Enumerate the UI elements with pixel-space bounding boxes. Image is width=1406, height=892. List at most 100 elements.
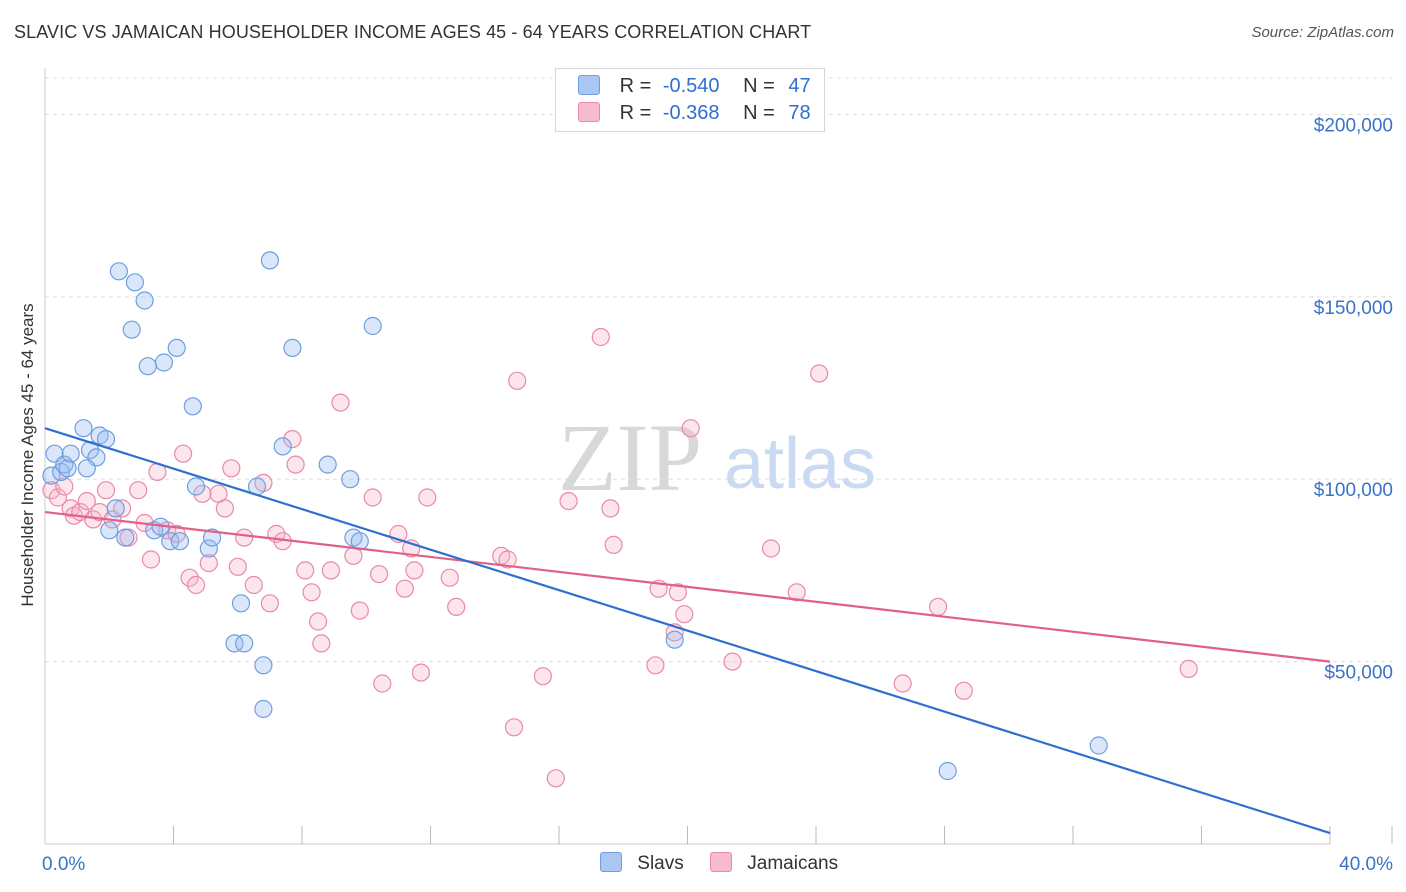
jamaicans-point xyxy=(954,681,973,700)
slavs-point xyxy=(125,273,144,292)
jamaicans-point xyxy=(309,612,328,631)
jamaicans-point xyxy=(96,481,116,500)
bottom-legend-slavs: Slavs xyxy=(600,852,684,875)
legend-n-value-slavs: 47 xyxy=(788,75,811,97)
x-tick-label-max: 40.0% xyxy=(1339,854,1393,875)
legend-swatch-jamaicans xyxy=(578,102,600,122)
slavs-point xyxy=(283,338,302,357)
legend-row-slavs: R = -0.540 N = 47 xyxy=(578,75,811,101)
chart-source: Source: ZipAtlas.com xyxy=(1251,24,1394,41)
jamaicans-point xyxy=(186,575,206,595)
jamaicans-point xyxy=(761,539,781,558)
y-tick-label: $200,000 xyxy=(1314,115,1393,136)
jamaicans-point xyxy=(222,459,241,478)
slavs-point xyxy=(74,419,93,438)
jamaicans-point xyxy=(77,492,96,511)
slavs-point xyxy=(186,477,206,496)
jamaicans-point xyxy=(312,634,331,653)
watermark-atlas: atlas xyxy=(724,424,876,504)
slavs-point xyxy=(225,634,244,653)
jamaicans-point xyxy=(395,579,414,598)
legend-n-value-jamaicans: 78 xyxy=(788,102,811,124)
jamaicans-point xyxy=(363,488,382,507)
jamaicans-point xyxy=(373,674,392,693)
legend-r-value-jamaicans: -0.368 xyxy=(662,102,720,124)
x-tick-label-min: 0.0% xyxy=(42,854,85,875)
jamaicans-point xyxy=(787,583,806,602)
legend-r-label: R = xyxy=(619,102,652,124)
jamaicans-point xyxy=(350,601,369,620)
jamaicans-point xyxy=(604,535,623,555)
y-tick-label: $100,000 xyxy=(1314,480,1393,501)
jamaicans-point xyxy=(681,419,700,438)
jamaicans-point xyxy=(723,652,742,671)
grid-lines xyxy=(45,77,1392,663)
slavs-point xyxy=(363,316,382,336)
slavs-point xyxy=(254,656,273,675)
y-axis-label: Householder Income Ages 45 - 64 years xyxy=(18,303,37,606)
slavs-point xyxy=(183,397,202,416)
slavs-point xyxy=(42,466,61,485)
slavs-point xyxy=(231,594,251,613)
jamaicans-point xyxy=(447,597,466,617)
jamaicans-point xyxy=(591,327,610,347)
jamaicans-points xyxy=(42,327,1198,788)
legend-n-label: N = xyxy=(743,75,775,97)
slavs-point xyxy=(938,761,957,781)
slavs-point xyxy=(1089,736,1108,755)
slavs-point xyxy=(341,470,360,489)
slavs-point xyxy=(77,459,96,478)
jamaicans-point xyxy=(893,674,912,693)
jamaicans-point xyxy=(418,488,437,507)
watermark-zip: ZIP xyxy=(558,404,702,511)
jamaicans-point xyxy=(228,557,247,576)
slavs-trend-line xyxy=(44,427,1331,835)
jamaicans-point xyxy=(411,663,430,682)
jamaicans-point xyxy=(235,528,254,547)
bottom-legend-swatch-jamaicans xyxy=(710,852,732,872)
slavs-point xyxy=(135,291,154,310)
jamaicans-point xyxy=(302,583,321,602)
jamaicans-point xyxy=(646,656,665,675)
slavs-point xyxy=(318,455,337,474)
jamaicans-point xyxy=(546,769,565,788)
slavs-point xyxy=(203,528,222,547)
jamaicans-point xyxy=(260,594,279,613)
legend-n-label: N = xyxy=(743,102,775,124)
legend-r-value-slavs: -0.540 xyxy=(662,75,720,97)
bottom-legend-label-slavs: Slavs xyxy=(637,853,684,874)
jamaicans-point xyxy=(675,605,694,624)
y-tick-label: $50,000 xyxy=(1324,663,1393,684)
axes xyxy=(44,68,1393,845)
slavs-point xyxy=(138,357,157,376)
slavs-point xyxy=(170,532,189,551)
watermark: ZIP atlas xyxy=(558,404,876,511)
slavs-point xyxy=(61,444,80,463)
jamaicans-trend-line xyxy=(44,510,1331,663)
jamaicans-point xyxy=(193,484,212,503)
jamaicans-point xyxy=(48,488,68,507)
jamaicans-point xyxy=(141,550,161,569)
y-tick-labels: $50,000 $100,000 $150,000 $200,000 xyxy=(1314,115,1393,683)
slavs-point xyxy=(167,338,186,357)
jamaicans-point xyxy=(508,371,527,390)
jamaicans-point xyxy=(928,597,948,617)
correlation-legend: R = -0.540 N = 47 R = -0.368 N = 78 xyxy=(555,68,825,132)
jamaicans-point xyxy=(559,492,578,511)
jamaicans-point xyxy=(129,481,148,500)
jamaicans-point xyxy=(283,430,302,449)
jamaicans-point xyxy=(370,564,389,584)
jamaicans-point xyxy=(112,499,132,518)
chart-title: SLAVIC VS JAMAICAN HOUSEHOLDER INCOME AG… xyxy=(14,22,812,42)
slavs-point xyxy=(254,699,273,719)
legend-swatch-slavs xyxy=(578,75,600,95)
jamaicans-point xyxy=(1179,659,1198,679)
legend-row-jamaicans: R = -0.368 N = 78 xyxy=(578,102,811,128)
jamaicans-point xyxy=(244,575,263,595)
jamaicans-point xyxy=(504,718,524,737)
jamaicans-point xyxy=(405,561,424,580)
jamaicans-point xyxy=(810,364,829,383)
slavs-point xyxy=(273,437,292,456)
jamaicans-point xyxy=(331,393,350,412)
